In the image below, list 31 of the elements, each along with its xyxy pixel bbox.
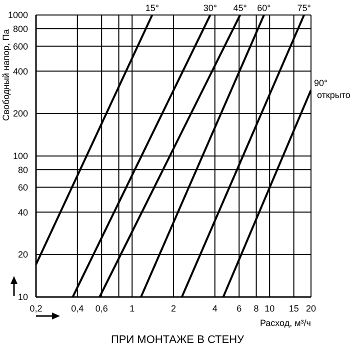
y-tick-label: 200 [12, 108, 28, 119]
y-tick-label: 60 [18, 182, 28, 192]
y-tick-label: 80 [18, 164, 28, 175]
x-tick-label: 15 [288, 303, 299, 314]
y-axis-title: Свободный напор, Па [1, 29, 11, 121]
x-tick-label: 0,6 [95, 303, 108, 314]
series-label: 60° [257, 3, 272, 13]
series-label: 45° [233, 3, 248, 13]
y-tick-label: 10 [18, 292, 28, 302]
x-tick-label: 20 [306, 303, 316, 314]
y-tick-label: 40 [18, 207, 28, 218]
series-label: 30° [203, 3, 218, 13]
series-label: 15° [145, 3, 160, 13]
y-tick-label: 100 [12, 151, 28, 162]
x-tick-label: 10 [264, 303, 275, 314]
text: ПРИ МОНТАЖЕ В СТЕНУ [110, 334, 246, 346]
series-label: 75° [297, 3, 312, 13]
x-tick-label: 1 [130, 303, 135, 314]
x-tick-label: 8 [254, 303, 259, 314]
x-axis-title: Расход, м³/ч [260, 318, 311, 328]
x-tick-label: 4 [212, 303, 218, 314]
y-tick-label: 600 [12, 41, 28, 52]
y-tick-label: 20 [18, 250, 28, 260]
series-label: 90° открыто [314, 78, 350, 100]
y-tick-label: 400 [12, 66, 28, 76]
y-tick-label: 1000 [8, 10, 28, 20]
x-tick-label: 2 [170, 303, 176, 314]
x-tick-label: 0,4 [71, 303, 84, 314]
x-tick-label: 0,2 [30, 303, 42, 314]
x-tick-label: 6 [236, 303, 242, 314]
y-tick-label: 800 [12, 24, 28, 34]
